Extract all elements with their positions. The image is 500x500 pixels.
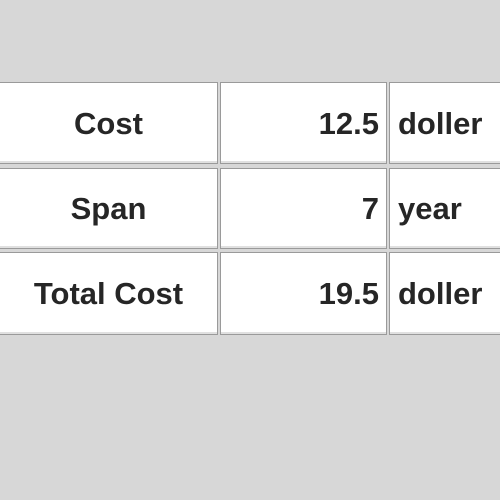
table-cell-label: Span [0, 168, 218, 249]
table-cell-label: Total Cost [0, 252, 218, 335]
table-cell-unit: doller [389, 82, 500, 164]
table-cell-unit: year [389, 168, 500, 249]
table-cell-value: 7 [220, 168, 387, 249]
cost-table: Cost 12.5 doller Span 7 year Total Cost … [0, 82, 500, 335]
table-cell-value: 19.5 [220, 252, 387, 335]
table-cell-unit: doller [389, 252, 500, 335]
table-cell-value: 12.5 [220, 82, 387, 164]
table-cell-label: Cost [0, 82, 218, 164]
